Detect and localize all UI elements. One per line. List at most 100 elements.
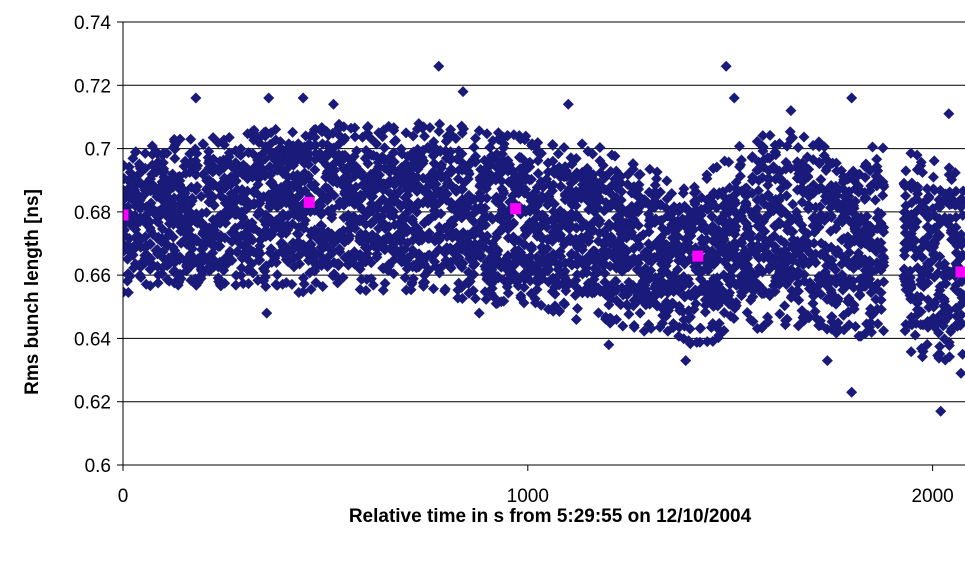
- data-point: [809, 306, 821, 318]
- data-point: [524, 205, 536, 217]
- data-point: [682, 205, 694, 217]
- data-point: [123, 275, 133, 287]
- data-point: [288, 252, 300, 264]
- data-point: [338, 121, 350, 133]
- data-point: [849, 195, 861, 207]
- data-point: [752, 185, 764, 197]
- data-point: [207, 247, 219, 259]
- data-point: [643, 226, 655, 238]
- data-point: [123, 196, 128, 206]
- data-point: [261, 307, 273, 319]
- data-point: [682, 273, 694, 285]
- data-point: [127, 249, 139, 261]
- data-point: [325, 142, 337, 154]
- data-point: [371, 138, 383, 150]
- data-point: [452, 251, 464, 263]
- data-point: [740, 217, 752, 229]
- data-point: [129, 146, 141, 158]
- data-point: [246, 166, 258, 178]
- y-tick-label: 0.72: [74, 76, 111, 97]
- data-point: [547, 155, 559, 167]
- mean-point: [123, 209, 129, 221]
- data-point: [371, 251, 383, 263]
- data-point: [815, 288, 827, 300]
- data-point: [928, 298, 940, 310]
- data-point: [410, 222, 422, 234]
- data-point: [470, 155, 482, 167]
- data-point: [123, 268, 134, 280]
- data-point: [546, 285, 558, 297]
- data-point: [900, 190, 912, 202]
- data-point: [695, 322, 707, 334]
- data-point: [553, 229, 565, 241]
- data-point: [208, 199, 220, 211]
- data-point: [328, 165, 340, 177]
- data-point: [878, 325, 890, 337]
- data-point: [247, 267, 259, 279]
- data-point: [349, 222, 361, 234]
- data-point: [434, 118, 446, 130]
- data-point: [469, 293, 481, 305]
- data-point: [400, 158, 412, 170]
- data-point: [762, 316, 774, 328]
- data-point: [326, 248, 338, 260]
- data-point: [388, 147, 400, 159]
- data-point: [457, 86, 469, 98]
- data-point: [745, 232, 757, 244]
- data-point: [769, 146, 781, 158]
- data-point: [615, 299, 627, 311]
- data-point: [922, 277, 934, 289]
- data-point: [444, 261, 456, 273]
- data-point: [325, 187, 337, 199]
- data-point: [249, 223, 261, 235]
- data-point: [365, 257, 377, 269]
- data-point: [191, 148, 203, 160]
- data-point: [878, 260, 890, 272]
- data-point: [757, 145, 769, 157]
- data-point: [654, 247, 666, 259]
- data-point: [212, 231, 224, 243]
- data-point: [468, 268, 480, 280]
- data-point: [757, 130, 769, 142]
- data-point: [666, 187, 678, 199]
- data-point: [683, 335, 695, 347]
- data-point: [603, 339, 615, 351]
- data-point: [570, 200, 582, 212]
- mean-point: [303, 196, 315, 208]
- data-point: [535, 147, 547, 159]
- data-point: [757, 215, 769, 227]
- data-point: [123, 287, 134, 299]
- data-point: [366, 191, 378, 203]
- data-point: [861, 210, 873, 222]
- data-point: [751, 202, 763, 214]
- data-point: [734, 161, 746, 173]
- data-point: [830, 277, 842, 289]
- data-point: [439, 283, 451, 295]
- data-point: [730, 297, 742, 309]
- data-point: [348, 160, 360, 172]
- data-point: [875, 217, 887, 229]
- data-point: [848, 299, 860, 311]
- data-point: [680, 355, 692, 367]
- data-point: [734, 170, 746, 182]
- data-point: [830, 264, 842, 276]
- data-point: [849, 320, 861, 332]
- data-point: [411, 206, 423, 218]
- data-point: [956, 274, 965, 286]
- data-point: [923, 264, 935, 276]
- data-point: [690, 186, 702, 198]
- data-point: [852, 247, 864, 259]
- data-point: [304, 238, 316, 250]
- data-point: [547, 179, 559, 191]
- data-point: [309, 164, 321, 176]
- data-point: [632, 220, 644, 232]
- data-point: [869, 194, 881, 206]
- data-point: [689, 198, 701, 210]
- data-point: [864, 321, 876, 333]
- data-point: [458, 123, 470, 135]
- data-point: [263, 92, 275, 104]
- data-point: [224, 245, 236, 257]
- data-point: [388, 268, 400, 280]
- data-point: [864, 228, 876, 240]
- data-point: [728, 262, 740, 274]
